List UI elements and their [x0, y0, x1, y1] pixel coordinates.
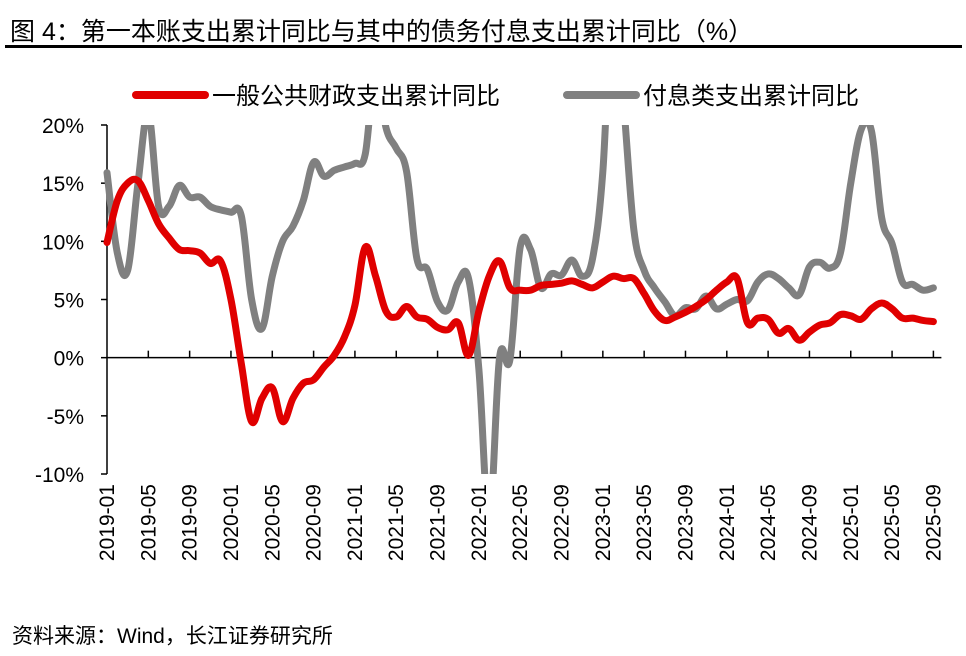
- x-tick-label: 2021-09: [427, 484, 450, 561]
- y-tick-label: 20%: [42, 115, 84, 138]
- x-tick-label: 2019-09: [179, 484, 202, 561]
- title-divider: [5, 45, 962, 48]
- x-tick-label: 2019-01: [96, 484, 119, 561]
- legend: 一般公共财政支出累计同比 付息类支出累计同比: [132, 83, 859, 110]
- x-tick-label: 2022-05: [509, 484, 532, 561]
- y-tick-label: 0%: [54, 348, 84, 371]
- x-tick-label: 2023-05: [633, 484, 656, 561]
- x-tick-label: 2025-05: [881, 484, 904, 561]
- x-tick-label: 2024-01: [716, 484, 739, 561]
- x-tick-label: 2023-09: [674, 484, 697, 561]
- y-tick-label: 10%: [42, 231, 84, 254]
- x-tick-label: 2020-05: [261, 484, 284, 561]
- series-line-1: [103, 125, 937, 474]
- y-tick-label: 15%: [42, 173, 84, 196]
- legend-label-series-0: 一般公共财政支出累计同比: [212, 83, 500, 110]
- x-tick-label: 2021-05: [385, 484, 408, 561]
- y-tick-label: -10%: [35, 464, 84, 487]
- x-tick-label: 2021-01: [344, 484, 367, 561]
- series-line-0: [103, 175, 937, 427]
- y-tick-label: -5%: [47, 406, 84, 429]
- source-note: 资料来源：Wind，长江证券研究所: [12, 625, 333, 648]
- x-tick-label: 2022-09: [551, 484, 574, 561]
- x-tick-label: 2025-01: [840, 484, 863, 561]
- x-tick-label: 2019-05: [137, 484, 160, 561]
- figure-title: 图 4：第一本账支出累计同比与其中的债务付息支出累计同比（%）: [10, 18, 754, 46]
- x-tick-label: 2024-05: [757, 484, 780, 561]
- y-tick-label: 5%: [54, 290, 84, 313]
- x-tick-label: 2023-01: [592, 484, 615, 561]
- x-tick-label: 2025-09: [922, 484, 945, 561]
- x-tick-label: 2020-09: [303, 484, 326, 561]
- legend-label-series-1: 付息类支出累计同比: [643, 83, 859, 110]
- x-tick-label: 2022-01: [468, 484, 491, 561]
- x-tick-label: 2020-01: [220, 484, 243, 561]
- x-tick-label: 2024-09: [798, 484, 821, 561]
